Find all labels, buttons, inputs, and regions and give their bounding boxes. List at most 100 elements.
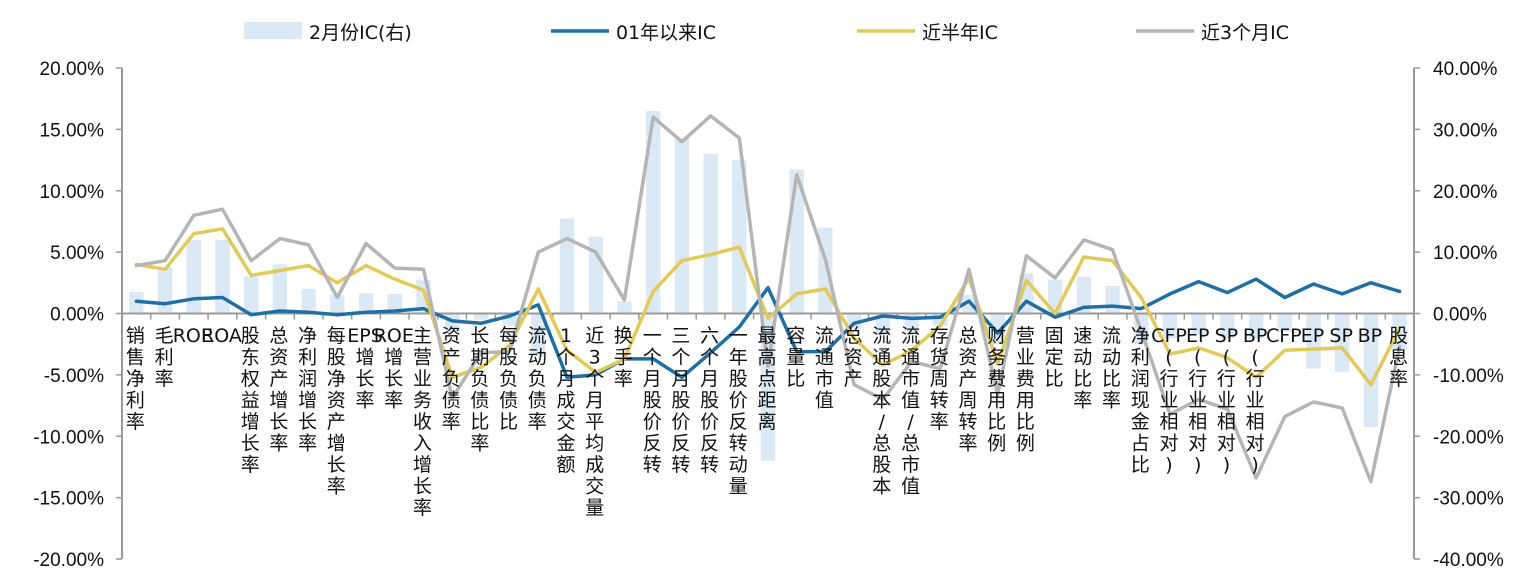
- category-glyph: 本: [872, 476, 891, 498]
- bar: [732, 160, 747, 314]
- category-glyph: 通: [901, 347, 920, 369]
- bar: [1306, 313, 1321, 369]
- category-glyph: 业: [1246, 390, 1265, 412]
- category-glyph: 长: [298, 411, 317, 433]
- category-glyph: 资: [844, 347, 863, 369]
- bar: [387, 293, 402, 314]
- category-glyph: 对: [1159, 433, 1178, 455]
- category-glyph: 产: [442, 347, 461, 369]
- category-glyph: 市: [815, 368, 834, 390]
- category-glyph: EPS: [347, 325, 383, 347]
- category-glyph: 年: [729, 347, 748, 369]
- category-label: 净利润现金占比净利润现金占比: [1131, 325, 1150, 476]
- category-glyph: 利: [126, 390, 145, 412]
- category-glyph: 例: [1016, 433, 1035, 455]
- bar: [157, 267, 173, 314]
- category-glyph: 率: [155, 368, 174, 390]
- category-glyph: SP: [1329, 325, 1353, 347]
- category-glyph: 股: [499, 347, 518, 369]
- category-glyph: 债: [528, 390, 547, 412]
- category-label: ROE增长率ROE增长率: [374, 325, 414, 412]
- category-glyph: 对: [1246, 433, 1265, 455]
- category-glyph: EP: [1186, 325, 1209, 347]
- category-glyph: 价: [643, 411, 662, 433]
- category-glyph: 率: [1073, 390, 1092, 412]
- left-tick-label: -5.00%: [44, 366, 104, 387]
- category-label: 财务费用比例财务费用比例: [987, 325, 1006, 455]
- category-glyph: 转: [671, 454, 690, 476]
- bar: [1076, 276, 1091, 314]
- category-glyph: 股: [671, 390, 690, 412]
- category-glyph: 负: [528, 368, 547, 390]
- category-glyph: 比: [987, 411, 1006, 433]
- right-tick-label: -30.00%: [1433, 489, 1504, 510]
- category-glyph: 占: [1131, 433, 1150, 455]
- category-labels: 销售净利率销售净利率毛利率毛利率ROEROEROAROA股东权益增长率股东权益增…: [126, 325, 1408, 519]
- category-glyph: 转: [729, 433, 748, 455]
- left-tick-label: 5.00%: [50, 243, 104, 264]
- category-glyph: 率: [470, 433, 489, 455]
- category-glyph: 个: [585, 368, 604, 390]
- category-glyph: CFP: [1266, 325, 1302, 347]
- category-glyph: 相: [1217, 411, 1236, 433]
- category-glyph: 比: [1045, 368, 1064, 390]
- category-glyph: 反: [643, 433, 662, 455]
- right-tick-label: -20.00%: [1433, 427, 1504, 448]
- bar: [1392, 313, 1407, 351]
- left-tick-label: -10.00%: [33, 427, 104, 448]
- category-glyph: 月: [700, 368, 719, 390]
- category-glyph: 行: [1159, 368, 1178, 390]
- category-glyph: 负: [470, 368, 489, 390]
- category-glyph: 务: [413, 390, 432, 412]
- category-label: EP EP: [1301, 325, 1324, 347]
- category-glyph: 率: [442, 411, 461, 433]
- category-glyph: 期: [470, 347, 489, 369]
- category-glyph: 业: [413, 368, 432, 390]
- category-glyph: 东: [241, 347, 260, 369]
- category-glyph: 增: [269, 390, 288, 412]
- category-glyph: 金: [556, 433, 575, 455]
- category-glyph: 长: [327, 454, 346, 476]
- category-glyph: 比: [1073, 368, 1092, 390]
- category-glyph: 比: [499, 411, 518, 433]
- category-glyph: 动: [1073, 347, 1092, 369]
- category-glyph: 相: [1246, 411, 1265, 433]
- category-glyph: 润: [1131, 368, 1150, 390]
- category-label: SP SP: [1329, 325, 1353, 347]
- category-glyph: CFP: [1151, 325, 1187, 347]
- category-glyph: ROE: [173, 325, 213, 347]
- category-glyph: 增: [327, 433, 346, 455]
- tick-labels: 20.00%15.00%10.00%5.00%0.00%-5.00%-10.00…: [33, 59, 1504, 571]
- category-glyph: EP: [1301, 325, 1324, 347]
- legend-bar-swatch: [244, 22, 302, 39]
- category-glyph: 营: [413, 347, 432, 369]
- category-glyph: 率: [126, 411, 145, 433]
- category-glyph: 月: [556, 368, 575, 390]
- category-glyph: 净: [1131, 325, 1150, 347]
- category-glyph: 最: [757, 325, 776, 347]
- category-glyph: 通: [815, 347, 834, 369]
- category-glyph: 售: [126, 347, 145, 369]
- category-glyph: 利: [298, 347, 317, 369]
- category-glyph: 动: [729, 454, 748, 476]
- category-glyph: 债: [442, 390, 461, 412]
- category-glyph: 产: [269, 368, 288, 390]
- category-glyph: 股: [872, 454, 891, 476]
- category-label: 容量比容量比: [786, 325, 805, 390]
- category-glyph: 市: [901, 368, 920, 390]
- category-glyph: 3: [589, 347, 601, 369]
- category-glyph: 市: [901, 454, 920, 476]
- ic-all-line: [134, 277, 1402, 380]
- right-tick-label: 40.00%: [1433, 59, 1498, 80]
- category-glyph: 距: [757, 390, 776, 412]
- category-glyph: 入: [413, 433, 432, 455]
- category-glyph: 换: [614, 325, 633, 347]
- category-glyph: 量: [729, 476, 748, 498]
- category-glyph: 个: [556, 347, 575, 369]
- category-label: ROEROE: [173, 325, 213, 347]
- left-tick-label: -20.00%: [33, 550, 104, 571]
- bar: [1277, 313, 1292, 332]
- category-glyph: 月: [671, 368, 690, 390]
- category-glyph: 容: [786, 325, 805, 347]
